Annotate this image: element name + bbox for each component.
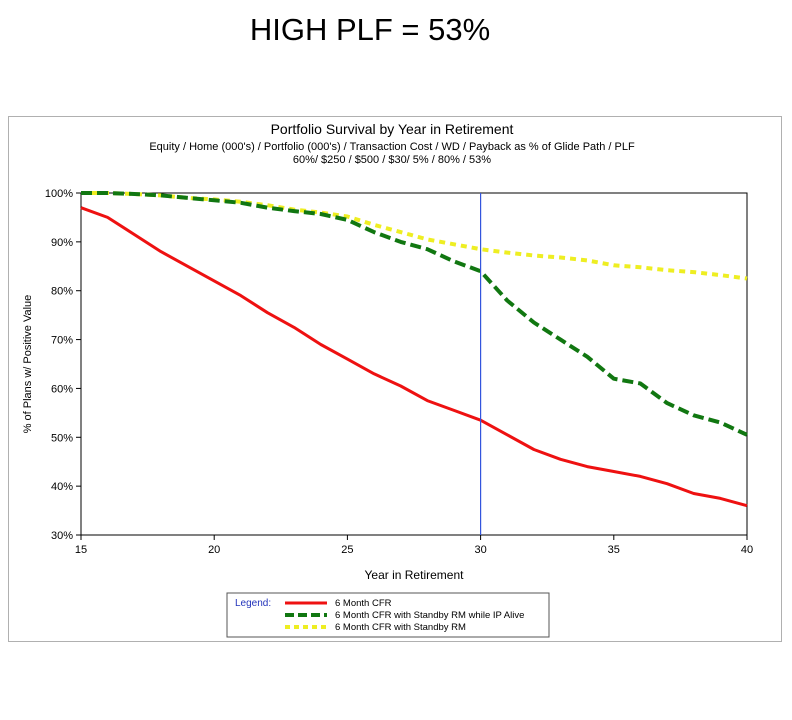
y-tick-label: 60% — [51, 383, 73, 395]
y-tick-label: 40% — [51, 481, 73, 493]
y-tick-label: 70% — [51, 335, 73, 347]
y-tick-label: 80% — [51, 286, 73, 298]
legend-entry: 6 Month CFR — [335, 598, 392, 609]
slide-title: HIGH PLF = 53% — [249, 12, 491, 47]
series-line — [81, 191, 748, 281]
chart-frame: Portfolio Survival by Year in Retirement… — [8, 116, 782, 642]
chart-subtitle-line: Equity / Home (000's) / Portfolio (000's… — [149, 141, 635, 153]
x-tick-label: 40 — [741, 544, 753, 556]
plot-area — [80, 192, 748, 536]
x-tick-label: 30 — [474, 544, 486, 556]
legend-box — [226, 592, 550, 638]
x-tick-label: 35 — [608, 544, 620, 556]
legend-entry: 6 Month CFR with Standby RM — [335, 622, 466, 633]
y-tick-label: 30% — [51, 530, 73, 542]
y-tick-label: 50% — [51, 432, 73, 444]
x-tick-label: 20 — [208, 544, 220, 556]
legend-entry: 6 Month CFR with Standby RM while IP Ali… — [335, 610, 524, 621]
y-tick-label: 90% — [51, 237, 73, 249]
x-tick-label: 15 — [75, 544, 87, 556]
line-chart: Portfolio Survival by Year in Retirement… — [22, 121, 753, 638]
x-tick-label: 25 — [341, 544, 353, 556]
y-axis-label: % of Plans w/ Positive Value — [22, 295, 34, 434]
x-axis-label: Year in Retirement — [365, 568, 465, 582]
legend-title: Legend: — [235, 598, 271, 609]
chart-title: Portfolio Survival by Year in Retirement — [271, 121, 514, 137]
series-line — [80, 206, 748, 508]
series-line — [81, 191, 748, 437]
chart-subtitle-line: 60%/ $250 / $500 / $30/ 5% / 80% / 53% — [293, 154, 491, 166]
y-tick-label: 100% — [45, 188, 73, 200]
